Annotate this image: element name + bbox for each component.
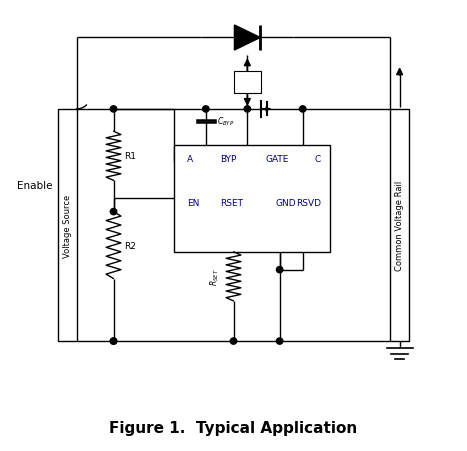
Text: A: A [187, 154, 193, 163]
Circle shape [110, 338, 117, 345]
Text: Figure 1.  Typical Application: Figure 1. Typical Application [109, 420, 358, 435]
Text: R1: R1 [124, 152, 136, 161]
Text: RSET: RSET [219, 199, 243, 208]
Text: Enable: Enable [17, 180, 52, 190]
Circle shape [110, 209, 117, 215]
Text: Voltage Source: Voltage Source [63, 194, 72, 257]
Text: GND: GND [275, 199, 296, 208]
Text: C: C [315, 154, 321, 163]
Polygon shape [234, 26, 260, 51]
Circle shape [299, 106, 306, 113]
Circle shape [110, 338, 117, 345]
Text: R2: R2 [124, 241, 135, 250]
Bar [234, 72, 261, 94]
Bar [174, 145, 331, 252]
Bar [58, 110, 77, 341]
Text: RSVD: RSVD [296, 199, 321, 208]
Circle shape [244, 106, 251, 113]
Circle shape [276, 267, 283, 273]
Circle shape [230, 338, 237, 345]
Text: EN: EN [187, 199, 200, 208]
Text: $R_{SET}$: $R_{SET}$ [208, 268, 220, 285]
Text: Common Voltage Rail: Common Voltage Rail [395, 180, 404, 271]
Text: GATE: GATE [266, 154, 289, 163]
Circle shape [203, 106, 209, 113]
Text: BYP: BYP [219, 154, 236, 163]
Bar [390, 110, 409, 341]
Text: $C_{BYP}$: $C_{BYP}$ [217, 116, 235, 128]
Circle shape [276, 338, 283, 345]
Circle shape [110, 106, 117, 113]
